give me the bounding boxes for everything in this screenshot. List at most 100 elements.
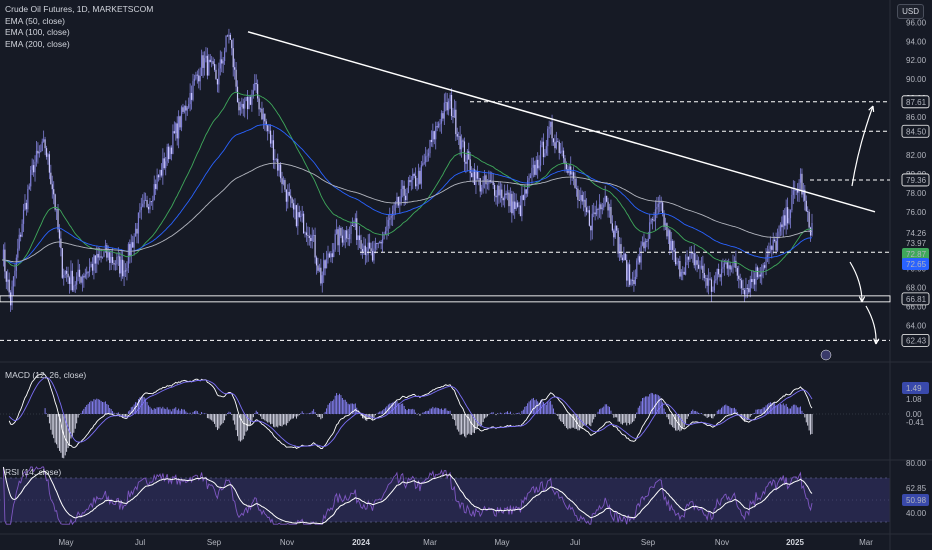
candle-body bbox=[241, 103, 243, 107]
candle-body bbox=[119, 256, 121, 274]
candle-body bbox=[583, 199, 585, 202]
candle bbox=[673, 240, 675, 263]
price-tag-label: 62.43 bbox=[906, 336, 927, 345]
candle-body bbox=[479, 178, 481, 192]
candle bbox=[192, 73, 194, 102]
candle bbox=[801, 168, 803, 198]
candle bbox=[182, 103, 184, 115]
candle-body bbox=[81, 276, 84, 283]
candle bbox=[501, 183, 503, 208]
price-tag-box bbox=[901, 124, 930, 138]
candle bbox=[274, 149, 276, 170]
candle-body bbox=[753, 278, 756, 285]
candle bbox=[147, 203, 150, 214]
candle-body bbox=[522, 195, 524, 200]
candle-body bbox=[636, 260, 638, 277]
candle bbox=[199, 67, 201, 91]
candle-body bbox=[524, 189, 526, 200]
candle-body bbox=[380, 241, 382, 244]
candle bbox=[156, 168, 158, 191]
candle-body bbox=[10, 292, 12, 306]
candle-body bbox=[133, 236, 135, 248]
candle bbox=[417, 163, 420, 190]
candle bbox=[529, 173, 532, 179]
candle-body bbox=[693, 253, 695, 266]
candle bbox=[772, 232, 774, 255]
candle bbox=[590, 225, 592, 241]
candle-body bbox=[8, 279, 10, 293]
candle bbox=[462, 138, 464, 148]
candle-body bbox=[685, 262, 687, 275]
candle-body bbox=[338, 228, 341, 246]
candle bbox=[781, 216, 783, 236]
candle-body bbox=[488, 180, 490, 184]
candle bbox=[366, 247, 368, 263]
candle-body bbox=[60, 238, 62, 249]
candle-body bbox=[364, 245, 366, 255]
candle bbox=[805, 195, 807, 212]
candle-body bbox=[807, 211, 809, 213]
candle-body bbox=[651, 219, 654, 221]
candle-body bbox=[769, 246, 771, 250]
candle-body bbox=[288, 191, 290, 196]
candle bbox=[560, 142, 562, 154]
candle bbox=[654, 200, 657, 231]
candle bbox=[159, 169, 161, 181]
candle-body bbox=[491, 181, 493, 183]
candle-body bbox=[735, 260, 737, 268]
candle-body bbox=[149, 201, 151, 210]
candle bbox=[25, 199, 28, 216]
candle bbox=[179, 115, 181, 130]
candle bbox=[74, 281, 76, 293]
candle bbox=[271, 134, 273, 148]
candle bbox=[778, 225, 780, 239]
arrow-shaft bbox=[849, 261, 863, 303]
candle bbox=[407, 176, 410, 194]
currency-button[interactable]: USD bbox=[897, 4, 924, 19]
candle-body bbox=[80, 276, 82, 283]
candle bbox=[383, 231, 385, 240]
candle bbox=[226, 34, 229, 37]
candle-body bbox=[450, 94, 453, 117]
candle-body bbox=[348, 234, 351, 240]
candle bbox=[305, 222, 308, 243]
candle bbox=[463, 137, 466, 172]
candle bbox=[741, 277, 743, 295]
candle-body bbox=[574, 178, 576, 188]
candle bbox=[759, 266, 761, 284]
candle-body bbox=[252, 90, 254, 95]
candle bbox=[32, 159, 35, 177]
candle bbox=[406, 187, 408, 204]
candle-body bbox=[130, 242, 132, 256]
candle bbox=[87, 271, 89, 278]
candle-body bbox=[752, 278, 754, 283]
candle-body bbox=[808, 211, 810, 228]
candle bbox=[448, 98, 450, 116]
candle-body bbox=[718, 268, 720, 275]
candle bbox=[439, 119, 441, 132]
candle bbox=[369, 233, 371, 250]
candle-body bbox=[147, 206, 150, 210]
price-panel bbox=[0, 28, 891, 361]
candle-body bbox=[594, 212, 596, 215]
candle bbox=[542, 133, 545, 166]
candle bbox=[361, 243, 364, 259]
candle bbox=[595, 200, 598, 217]
candle bbox=[323, 252, 325, 283]
candle-body bbox=[153, 184, 155, 201]
candle-body bbox=[443, 102, 445, 119]
candle-body bbox=[706, 278, 708, 286]
candle-body bbox=[506, 192, 509, 195]
candle-body bbox=[621, 257, 624, 261]
candle bbox=[716, 268, 718, 285]
candle-body bbox=[400, 188, 402, 202]
candle-body bbox=[664, 223, 667, 227]
rsi-axis-label: 80.00 bbox=[906, 459, 927, 468]
candle bbox=[113, 260, 115, 271]
candle bbox=[353, 220, 355, 227]
candle bbox=[584, 190, 586, 217]
candle bbox=[327, 245, 329, 264]
candle bbox=[119, 252, 121, 278]
candle-body bbox=[54, 194, 56, 210]
